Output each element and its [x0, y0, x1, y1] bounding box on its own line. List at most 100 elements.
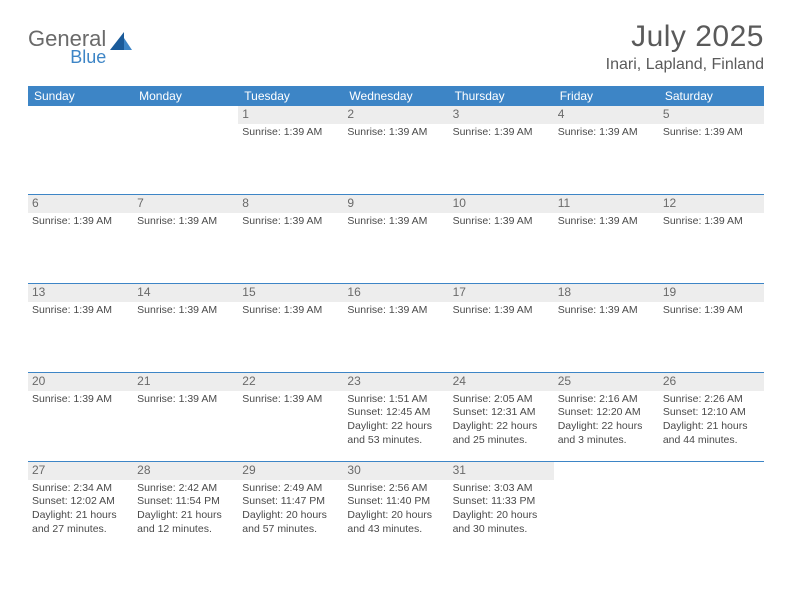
day-body: Sunrise: 1:39 AM: [133, 213, 238, 231]
day-line: Sunrise: 1:39 AM: [453, 126, 550, 140]
day-body: [133, 108, 238, 112]
day-line: Sunrise: 1:39 AM: [347, 126, 444, 140]
day-cell: 20 Sunrise: 1:39 AM: [28, 373, 133, 461]
day-number: 21: [133, 373, 238, 391]
day-line: Sunrise: 1:39 AM: [663, 304, 760, 318]
day-body: Sunrise: 2:05 AMSunset: 12:31 AMDaylight…: [449, 391, 554, 450]
day-cell: 10Sunrise: 1:39 AM: [449, 195, 554, 283]
day-body: Sunrise: 1:39 AM: [449, 213, 554, 231]
day-number: 24: [449, 373, 554, 391]
weeks-host: 1Sunrise: 1:39 AM2Sunrise: 1:39 AM3Sunri…: [28, 106, 764, 550]
day-line: Sunrise: 1:39 AM: [453, 304, 550, 318]
day-number: 6: [28, 195, 133, 213]
day-body: Sunrise: 1:39 AM: [343, 302, 448, 320]
day-cell: 13 Sunrise: 1:39 AM: [28, 284, 133, 372]
day-number: 11: [554, 195, 659, 213]
day-number: 12: [659, 195, 764, 213]
day-cell: 5Sunrise: 1:39 AM: [659, 106, 764, 194]
day-line: Daylight: 22 hours and 3 minutes.: [558, 420, 655, 447]
day-line: Sunrise: 1:39 AM: [242, 126, 339, 140]
day-number: 2: [343, 106, 448, 124]
day-body: Sunrise: 1:39 AM: [238, 302, 343, 320]
weekday-header: Sunday: [28, 86, 133, 106]
day-number: 4: [554, 106, 659, 124]
weekday-header: Wednesday: [343, 86, 448, 106]
weekday-header: Tuesday: [238, 86, 343, 106]
day-cell: 8Sunrise: 1:39 AM: [238, 195, 343, 283]
week-row: 20Sunrise: 1:39 AM21Sunrise: 1:39 AM22Su…: [28, 372, 764, 461]
day-line: Daylight: 20 hours and 57 minutes.: [242, 509, 339, 536]
day-number: 10: [449, 195, 554, 213]
day-body: Sunrise: 1:39 AM: [343, 213, 448, 231]
day-cell: 22Sunrise: 1:39 AM: [238, 373, 343, 461]
day-body: Sunrise: 1:39 AM: [554, 124, 659, 142]
day-line: Sunrise: 1:39 AM: [137, 215, 234, 229]
day-body: Sunrise: 1:39 AM: [28, 302, 133, 320]
day-line: Sunrise: 1:39 AM: [558, 215, 655, 229]
day-line: Sunset: 11:47 PM: [242, 495, 339, 509]
day-body: Sunrise: 2:42 AMSunset: 11:54 PMDaylight…: [133, 480, 238, 539]
day-line: Sunrise: 1:39 AM: [32, 393, 129, 407]
weekday-header: Saturday: [659, 86, 764, 106]
day-number: 3: [449, 106, 554, 124]
week-row: 13Sunrise: 1:39 AM14Sunrise: 1:39 AM15Su…: [28, 283, 764, 372]
day-line: Sunrise: 1:39 AM: [32, 215, 129, 229]
day-line: Sunrise: 2:49 AM: [242, 482, 339, 496]
day-number: 15: [238, 284, 343, 302]
day-line: Sunrise: 1:39 AM: [242, 393, 339, 407]
day-cell: 3 Sunrise: 1:39 AM: [449, 106, 554, 194]
day-number: 26: [659, 373, 764, 391]
day-number: 31: [449, 462, 554, 480]
day-body: Sunrise: 1:39 AM: [659, 213, 764, 231]
day-line: Sunrise: 1:39 AM: [242, 304, 339, 318]
day-line: Sunrise: 1:39 AM: [558, 126, 655, 140]
day-cell: 21 Sunrise: 1:39 AM: [133, 373, 238, 461]
day-cell: 30Sunrise: 2:56 AMSunset: 11:40 PMDaylig…: [343, 462, 448, 550]
day-line: Sunrise: 2:05 AM: [453, 393, 550, 407]
day-line: Sunrise: 2:26 AM: [663, 393, 760, 407]
calendar: Sunday Monday Tuesday Wednesday Thursday…: [28, 86, 764, 550]
day-number: 13: [28, 284, 133, 302]
day-line: Sunset: 12:31 AM: [453, 406, 550, 420]
day-cell: 26Sunrise: 2:26 AMSunset: 12:10 AMDaylig…: [659, 373, 764, 461]
day-line: Sunrise: 1:39 AM: [32, 304, 129, 318]
day-body: Sunrise: 1:39 AM: [133, 391, 238, 409]
week-row: 6Sunrise: 1:39 AM7Sunrise: 1:39 AM8Sunri…: [28, 194, 764, 283]
day-cell: 29 Sunrise: 2:49 AMSunset: 11:47 PMDaylig…: [238, 462, 343, 550]
day-line: Sunrise: 1:39 AM: [137, 393, 234, 407]
day-cell: 17 Sunrise: 1:39 AM: [449, 284, 554, 372]
brand-logo: General Blue: [28, 20, 132, 66]
day-body: Sunrise: 1:39 AM: [554, 213, 659, 231]
day-body: Sunrise: 1:39 AM: [659, 302, 764, 320]
week-row: 1Sunrise: 1:39 AM2Sunrise: 1:39 AM3Sunri…: [28, 106, 764, 194]
day-line: Sunrise: 2:16 AM: [558, 393, 655, 407]
day-body: Sunrise: 1:39 AM: [28, 213, 133, 231]
day-number: 17: [449, 284, 554, 302]
day-line: Daylight: 22 hours and 25 minutes.: [453, 420, 550, 447]
sail-icon: [110, 32, 132, 57]
day-line: Sunrise: 2:42 AM: [137, 482, 234, 496]
title-block: July 2025 Inari, Lapland, Finland: [606, 20, 764, 74]
day-body: Sunrise: 3:03 AMSunset: 11:33 PMDaylight…: [449, 480, 554, 539]
day-body: Sunrise: 2:26 AMSunset: 12:10 AMDaylight…: [659, 391, 764, 450]
day-cell: 15 Sunrise: 1:39 AM: [238, 284, 343, 372]
day-line: Sunset: 12:02 AM: [32, 495, 129, 509]
day-body: Sunrise: 1:39 AM: [659, 124, 764, 142]
day-number: 20: [28, 373, 133, 391]
day-number: 19: [659, 284, 764, 302]
day-cell: [554, 462, 659, 550]
day-body: Sunrise: 1:39 AM: [238, 391, 343, 409]
day-cell: 12Sunrise: 1:39 AM: [659, 195, 764, 283]
day-cell: 28Sunrise: 2:42 AMSunset: 11:54 PMDaylig…: [133, 462, 238, 550]
header-row: General Blue July 2025 Inari, Lapland, F…: [28, 20, 764, 74]
day-number: 8: [238, 195, 343, 213]
day-body: Sunrise: 1:51 AMSunset: 12:45 AMDaylight…: [343, 391, 448, 450]
day-cell: 27Sunrise: 2:34 AMSunset: 12:02 AMDaylig…: [28, 462, 133, 550]
day-body: [659, 464, 764, 468]
day-cell: 14Sunrise: 1:39 AM: [133, 284, 238, 372]
day-body: Sunrise: 2:56 AMSunset: 11:40 PMDaylight…: [343, 480, 448, 539]
day-line: Sunset: 12:20 AM: [558, 406, 655, 420]
day-number: 27: [28, 462, 133, 480]
day-number: 29: [238, 462, 343, 480]
day-number: 16: [343, 284, 448, 302]
